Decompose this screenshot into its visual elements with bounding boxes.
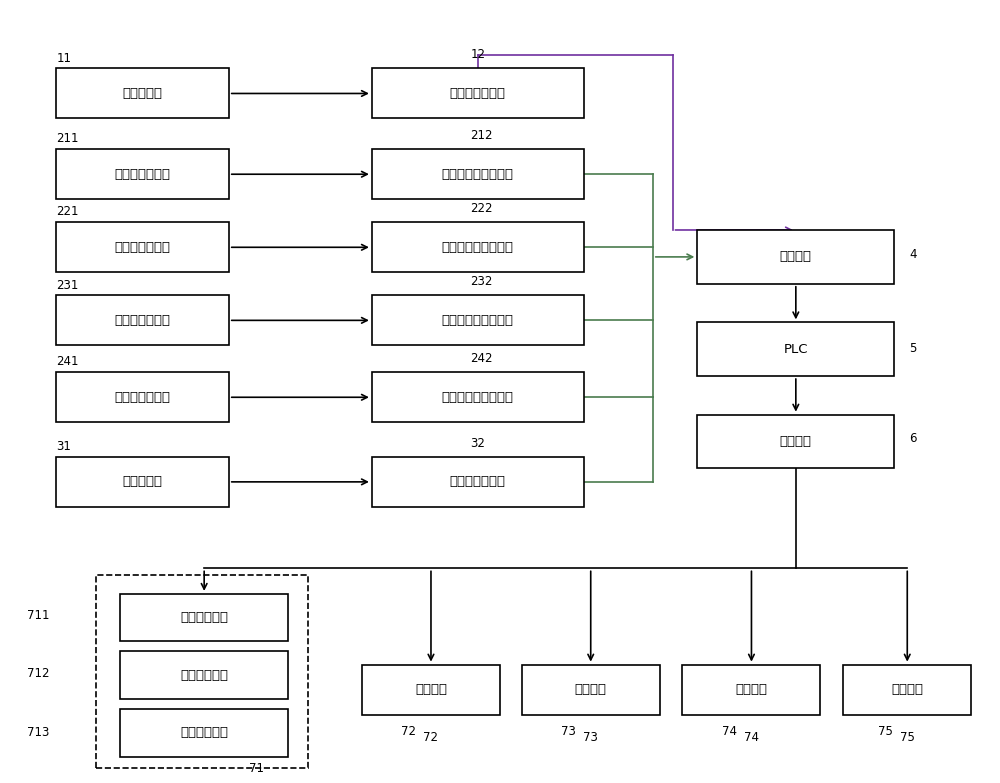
FancyBboxPatch shape bbox=[56, 372, 229, 422]
FancyBboxPatch shape bbox=[372, 222, 584, 272]
Text: 71: 71 bbox=[249, 762, 264, 774]
Text: 输出模块: 输出模块 bbox=[780, 435, 812, 448]
Text: 物料温度传感器: 物料温度传感器 bbox=[115, 168, 171, 181]
Text: 除尘加热装置: 除尘加热装置 bbox=[180, 727, 228, 739]
Text: 75: 75 bbox=[900, 731, 915, 745]
Text: 73: 73 bbox=[583, 731, 598, 745]
FancyBboxPatch shape bbox=[56, 68, 229, 118]
FancyBboxPatch shape bbox=[697, 414, 894, 468]
FancyBboxPatch shape bbox=[372, 150, 584, 199]
Text: 242: 242 bbox=[470, 352, 493, 365]
Text: 232: 232 bbox=[470, 275, 493, 287]
Text: 12: 12 bbox=[470, 48, 485, 61]
Text: 72: 72 bbox=[401, 724, 416, 738]
FancyBboxPatch shape bbox=[56, 456, 229, 507]
Text: 供氧温度传感器: 供氧温度传感器 bbox=[115, 241, 171, 254]
Text: 湿度传感器: 湿度传感器 bbox=[123, 475, 163, 489]
Text: 环境温度信号处理器: 环境温度信号处理器 bbox=[442, 314, 514, 327]
Text: 713: 713 bbox=[27, 726, 49, 739]
Text: 212: 212 bbox=[470, 128, 493, 142]
FancyBboxPatch shape bbox=[362, 665, 500, 715]
Text: 711: 711 bbox=[27, 609, 49, 622]
FancyBboxPatch shape bbox=[697, 230, 894, 283]
FancyBboxPatch shape bbox=[56, 222, 229, 272]
Text: 6: 6 bbox=[909, 432, 917, 446]
Text: 4: 4 bbox=[909, 247, 917, 261]
FancyBboxPatch shape bbox=[120, 709, 288, 757]
Text: 31: 31 bbox=[56, 440, 71, 453]
FancyBboxPatch shape bbox=[120, 594, 288, 641]
Text: 221: 221 bbox=[56, 205, 79, 218]
FancyBboxPatch shape bbox=[682, 665, 820, 715]
Text: 称重传感器: 称重传感器 bbox=[123, 87, 163, 100]
FancyBboxPatch shape bbox=[56, 150, 229, 199]
Text: 供氧装置: 供氧装置 bbox=[575, 683, 607, 696]
Text: 废气温度信号处理器: 废气温度信号处理器 bbox=[442, 391, 514, 404]
Text: 废气温度传感器: 废气温度传感器 bbox=[115, 391, 171, 404]
Text: 32: 32 bbox=[470, 437, 485, 450]
Text: 供氧加热装置: 供氧加热装置 bbox=[180, 669, 228, 682]
Text: 供氧温度信息处理器: 供氧温度信息处理器 bbox=[442, 241, 514, 254]
Text: 11: 11 bbox=[56, 52, 71, 65]
Text: 231: 231 bbox=[56, 279, 79, 291]
FancyBboxPatch shape bbox=[372, 68, 584, 118]
FancyBboxPatch shape bbox=[522, 665, 660, 715]
Text: 物料加热装置: 物料加热装置 bbox=[180, 611, 228, 624]
Text: 称重信号处理器: 称重信号处理器 bbox=[450, 87, 506, 100]
FancyBboxPatch shape bbox=[372, 456, 584, 507]
Text: 湿度信号处理器: 湿度信号处理器 bbox=[450, 475, 506, 489]
FancyBboxPatch shape bbox=[56, 295, 229, 345]
Text: 72: 72 bbox=[423, 731, 438, 745]
Text: 73: 73 bbox=[561, 724, 576, 738]
Text: 环境温度传感器: 环境温度传感器 bbox=[115, 314, 171, 327]
Text: 241: 241 bbox=[56, 355, 79, 369]
Text: 5: 5 bbox=[909, 341, 917, 355]
Text: 排风装置: 排风装置 bbox=[735, 683, 767, 696]
Text: 74: 74 bbox=[744, 731, 759, 745]
Text: 物料温度信号处理器: 物料温度信号处理器 bbox=[442, 168, 514, 181]
Text: 222: 222 bbox=[470, 201, 493, 215]
Text: 75: 75 bbox=[878, 724, 893, 738]
Text: 712: 712 bbox=[27, 667, 49, 680]
Text: 输入模块: 输入模块 bbox=[780, 251, 812, 263]
FancyBboxPatch shape bbox=[120, 651, 288, 699]
Text: 74: 74 bbox=[722, 724, 737, 738]
Text: 搞拌装置: 搞拌装置 bbox=[415, 683, 447, 696]
Text: 喜淋装置: 喜淋装置 bbox=[891, 683, 923, 696]
Text: PLC: PLC bbox=[784, 343, 808, 355]
FancyBboxPatch shape bbox=[843, 665, 971, 715]
FancyBboxPatch shape bbox=[372, 295, 584, 345]
Text: 211: 211 bbox=[56, 132, 79, 146]
FancyBboxPatch shape bbox=[372, 372, 584, 422]
FancyBboxPatch shape bbox=[697, 323, 894, 376]
